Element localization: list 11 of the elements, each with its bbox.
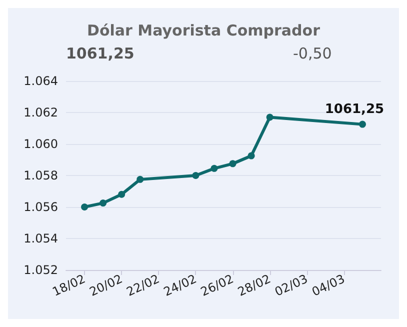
chart-title: Dólar Mayorista Comprador	[87, 22, 321, 40]
y-tick-label: 1.056	[24, 200, 58, 214]
y-tick-label: 1.064	[24, 74, 58, 88]
y-tick-label: 1.062	[24, 106, 58, 120]
y-tick-label: 1.058	[24, 168, 58, 182]
y-tick-label: 1.052	[24, 263, 58, 277]
y-tick-label: 1.060	[24, 137, 58, 151]
y-tick-label: 1.054	[24, 232, 58, 246]
data-label: 1061,25	[324, 102, 384, 117]
text: 1061,25	[66, 44, 134, 62]
text: -0,50	[293, 44, 332, 62]
